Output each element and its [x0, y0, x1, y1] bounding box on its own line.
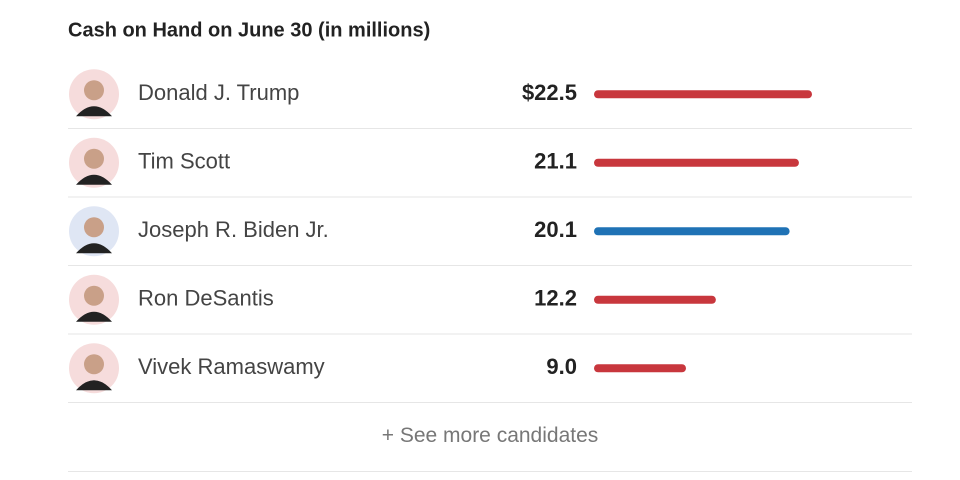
chart-title: Cash on Hand on June 30 (in millions) — [68, 19, 430, 41]
candidate-name: Ron DeSantis — [138, 286, 274, 311]
avatar — [69, 69, 119, 120]
avatar — [69, 343, 119, 394]
avatar-body — [76, 311, 112, 322]
value-label: 9.0 — [546, 354, 577, 379]
avatar-body — [76, 243, 112, 254]
avatar — [69, 274, 119, 325]
see-more-button[interactable]: + See more candidates — [382, 424, 599, 447]
avatar — [69, 206, 119, 257]
avatar-head — [84, 217, 104, 238]
avatar — [69, 137, 119, 188]
avatar-body — [76, 174, 112, 185]
candidate-name: Donald J. Trump — [138, 80, 299, 105]
value-label: 20.1 — [534, 217, 577, 242]
value-label: 21.1 — [534, 149, 577, 174]
avatar-head — [84, 285, 104, 306]
value-label: $22.5 — [522, 80, 577, 105]
avatar-head — [84, 80, 104, 101]
candidate-name: Vivek Ramaswamy — [138, 354, 325, 379]
candidate-name: Joseph R. Biden Jr. — [138, 217, 329, 242]
avatar-body — [76, 106, 112, 117]
candidate-name: Tim Scott — [138, 149, 230, 174]
avatar-head — [84, 354, 104, 375]
avatar-head — [84, 148, 104, 169]
avatar-body — [76, 380, 112, 391]
value-label: 12.2 — [534, 286, 577, 311]
